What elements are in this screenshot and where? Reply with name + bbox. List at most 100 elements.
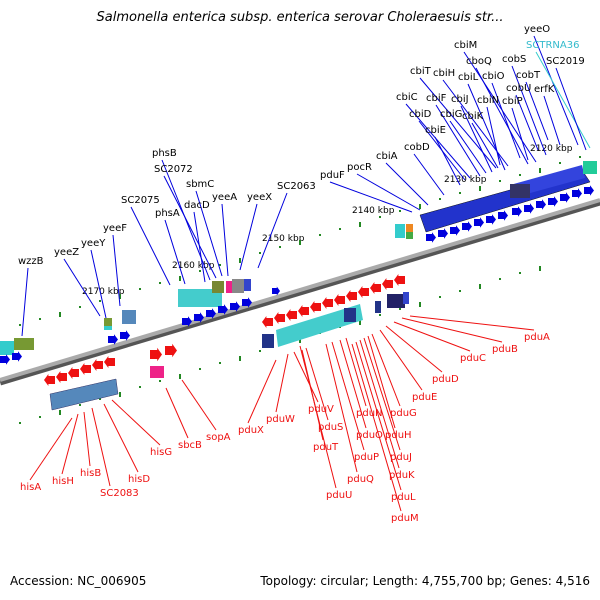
- gene-arrow: [56, 371, 67, 383]
- gene-label[interactable]: yeeA: [212, 192, 237, 203]
- gene-label[interactable]: pduN: [356, 408, 383, 419]
- gene-label[interactable]: hisD: [128, 474, 150, 485]
- tick-label: 2150 kbp: [262, 234, 305, 244]
- leader-line: [511, 65, 547, 156]
- gene-label[interactable]: pduU: [326, 490, 352, 501]
- gene-label[interactable]: pduV: [308, 404, 334, 415]
- gene-label[interactable]: sbmC: [186, 179, 214, 190]
- gene-label[interactable]: cobT: [516, 70, 541, 81]
- gene-label[interactable]: SC2072: [154, 164, 193, 175]
- gene-label[interactable]: pduM: [391, 513, 419, 524]
- gene-label[interactable]: cbiO: [482, 71, 505, 82]
- gene-label[interactable]: cbiT: [410, 66, 432, 77]
- gene-label[interactable]: pduP: [354, 452, 379, 463]
- gene-label[interactable]: pocR: [347, 162, 372, 173]
- gene-label[interactable]: cbiE: [425, 125, 446, 136]
- gene-label[interactable]: hisH: [52, 476, 74, 487]
- gene-block-gray: [232, 279, 244, 293]
- gene-label[interactable]: cbiP: [502, 96, 523, 107]
- gene-block-olive-small: [104, 318, 112, 326]
- gene-label[interactable]: cbiG: [440, 109, 462, 120]
- upper-tick-track: [19, 156, 581, 326]
- gene-label[interactable]: phsA: [155, 208, 180, 219]
- gene-arrow: [358, 286, 369, 298]
- gene-label[interactable]: erfK: [534, 84, 555, 95]
- leader-line: [533, 35, 579, 146]
- gene-label[interactable]: wzzB: [18, 256, 44, 267]
- leader-line: [90, 249, 107, 319]
- gene-label[interactable]: pduS: [318, 422, 343, 433]
- gene-label[interactable]: pduC: [460, 353, 486, 364]
- gene-label[interactable]: pduQ: [347, 474, 374, 485]
- gene-label[interactable]: pduX: [238, 425, 264, 436]
- gene-label[interactable]: cobD: [404, 142, 430, 153]
- gene-arrow: [165, 343, 177, 358]
- gene-label[interactable]: cbiF: [426, 93, 447, 104]
- gene-arrow: [262, 316, 273, 328]
- gene-label[interactable]: pduW: [266, 414, 295, 425]
- gene-label[interactable]: cobS: [502, 54, 526, 65]
- gene-label[interactable]: SC2019: [546, 56, 585, 67]
- leader-line: [367, 335, 396, 429]
- leader-line: [247, 359, 277, 424]
- gene-label[interactable]: cbiK: [462, 111, 484, 122]
- leader-line: [379, 329, 423, 391]
- gene-label[interactable]: cbiN: [477, 95, 499, 106]
- gene-label[interactable]: cbiH: [433, 68, 455, 79]
- gene-label[interactable]: pduH: [385, 430, 412, 441]
- gene-label[interactable]: cbiM: [454, 40, 477, 51]
- gene-label[interactable]: pduJ: [390, 452, 412, 463]
- gene-label[interactable]: cbiL: [458, 72, 479, 83]
- gene-label[interactable]: yeeO: [524, 24, 550, 35]
- gene-label[interactable]: pduL: [391, 492, 416, 503]
- gene-label[interactable]: cbiC: [396, 92, 418, 103]
- gene-label[interactable]: cboQ: [466, 56, 492, 67]
- gene-arrow: [80, 363, 91, 375]
- gene-label[interactable]: sopA: [206, 432, 231, 443]
- gene-arrow: [474, 217, 484, 228]
- gene-label[interactable]: SC2063: [277, 181, 316, 192]
- leader-line: [486, 106, 501, 166]
- gene-label[interactable]: pduK: [389, 470, 415, 481]
- gene-label[interactable]: pduO: [356, 430, 383, 441]
- gene-arrow: [108, 334, 118, 345]
- gene-arrow: [548, 196, 558, 207]
- leader-line: [355, 341, 402, 491]
- tick-label: 2130 kbp: [444, 175, 487, 185]
- gene-label[interactable]: pduD: [432, 374, 459, 385]
- gene-label[interactable]: yeeY: [81, 238, 106, 249]
- gene-label[interactable]: sbcB: [178, 440, 202, 451]
- gene-label[interactable]: pduE: [412, 392, 437, 403]
- gene-arrow: [560, 192, 570, 203]
- gene-label[interactable]: SC2075: [121, 195, 160, 206]
- gene-label[interactable]: yeeF: [103, 223, 127, 234]
- gene-label[interactable]: SCTRNA36: [526, 40, 579, 51]
- gene-label[interactable]: pduA: [524, 332, 550, 343]
- leader-line: [525, 81, 549, 141]
- gene-arrow: [272, 286, 280, 296]
- gene-label[interactable]: hisG: [150, 447, 172, 458]
- gene-label[interactable]: pduF: [320, 170, 345, 181]
- gene-label[interactable]: hisA: [20, 482, 41, 493]
- gene-label[interactable]: cbiJ: [451, 94, 469, 105]
- gene-label[interactable]: pduB: [492, 344, 518, 355]
- gene-label[interactable]: pduG: [390, 408, 417, 419]
- gene-label[interactable]: SC2083: [100, 488, 139, 499]
- gene-label[interactable]: cobU: [506, 83, 531, 94]
- leader-line: [535, 51, 591, 149]
- gene-label[interactable]: pduT: [313, 442, 339, 453]
- leader-line: [193, 211, 206, 283]
- leader-line: [371, 333, 401, 407]
- gene-block-olive: [212, 281, 224, 293]
- gene-label[interactable]: cbiD: [409, 109, 432, 120]
- gene-label[interactable]: phsB: [152, 148, 177, 159]
- leader-line: [491, 82, 521, 159]
- gene-label[interactable]: cbiA: [376, 151, 398, 162]
- gene-label[interactable]: yeeX: [247, 192, 272, 203]
- leader-line: [91, 407, 111, 487]
- gene-label[interactable]: yeeZ: [54, 247, 79, 258]
- gene-label[interactable]: hisB: [80, 468, 101, 479]
- leader-line: [275, 353, 289, 413]
- gene-label[interactable]: dacD: [184, 200, 210, 211]
- leader-line: [434, 136, 461, 186]
